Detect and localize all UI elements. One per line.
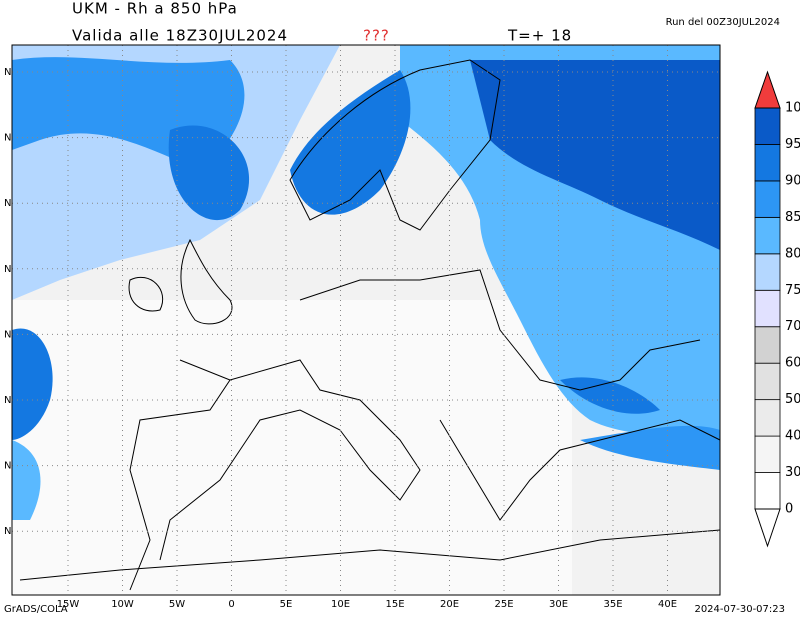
colorbar-label: 50 (785, 392, 800, 407)
colorbar-segment (754, 472, 781, 510)
colorbar-label: 80 (785, 246, 800, 261)
run-time: Run del 00Z30JUL2024 (666, 17, 780, 28)
lat-label: N (4, 461, 11, 472)
map-frame (11, 44, 721, 596)
lat-label: N (4, 67, 11, 78)
lon-label: 5W (169, 599, 185, 610)
colorbar-label: 40 (785, 429, 800, 444)
coastline (289, 59, 501, 231)
lat-label: N (4, 329, 11, 340)
colorbar-label: 100 (785, 101, 800, 116)
lat-label: N (4, 198, 11, 209)
lon-label: 25E (494, 599, 513, 610)
humid-area (168, 125, 250, 221)
coastline (439, 419, 721, 521)
colorbar-segment (754, 144, 781, 182)
colorbar-label: 95 (785, 137, 800, 152)
colorbar-segment (754, 435, 781, 473)
colorbar-label: 60 (785, 356, 800, 371)
lat-label: N (4, 395, 11, 406)
humid-area (470, 60, 720, 250)
humid-area (12, 328, 53, 440)
colorbar-label: 0 (785, 502, 793, 517)
colorbar-label: 90 (785, 173, 800, 188)
map-title: UKM - Rh a 850 hPa (72, 0, 238, 18)
coastline (159, 359, 421, 561)
colorbar-segment (754, 399, 781, 437)
colorbar-segment (754, 289, 781, 328)
under-triangle (754, 508, 781, 548)
dry-area (12, 300, 572, 595)
lon-label: 5E (280, 599, 293, 610)
humid-area (12, 440, 41, 520)
flag: ??? (363, 27, 390, 45)
coastline (180, 238, 233, 325)
humid-area (580, 425, 720, 470)
colorbar-segment (754, 107, 781, 145)
lat-label: N (4, 133, 11, 144)
colorbar-segment (754, 362, 781, 401)
coastline (19, 529, 721, 581)
map-area (11, 44, 721, 596)
graticule (12, 45, 720, 595)
humid-area (560, 377, 660, 414)
lon-label: 10E (331, 599, 350, 610)
lon-label: 40E (658, 599, 677, 610)
over-triangle (754, 70, 781, 109)
colorbar-segment (754, 253, 781, 291)
lon-label: 10W (111, 599, 134, 610)
lon-label: 20E (440, 599, 459, 610)
humid-area (290, 70, 411, 215)
lon-label: 30E (549, 599, 568, 610)
lon-label: 15E (385, 599, 404, 610)
colorbar-label: 75 (785, 283, 800, 298)
lat-label: N (4, 264, 11, 275)
colorbar-segment (754, 326, 781, 364)
colorbar-label: 70 (785, 319, 800, 334)
coastline (299, 269, 701, 391)
credit: GrADS/COLA (4, 604, 68, 615)
lon-label: 0 (228, 599, 234, 610)
lon-label: 35E (603, 599, 622, 610)
valid-time: Valida alle 18Z30JUL2024 (72, 27, 288, 45)
timestamp: 2024-07-30-07:23 (694, 604, 785, 615)
lat-label: N (4, 526, 11, 537)
forecast-step: T=+ 18 (507, 27, 572, 45)
lon-label: 15W (57, 599, 80, 610)
coastline (128, 276, 164, 312)
colorbar: 0 30 40 50 60 70 75 80 85 90 95 100 (754, 70, 800, 548)
colorbar-segment (754, 180, 781, 218)
colorbar-label: 30 (785, 465, 800, 480)
colorbar-label: 85 (785, 210, 800, 225)
colorbar-segment (754, 216, 781, 255)
